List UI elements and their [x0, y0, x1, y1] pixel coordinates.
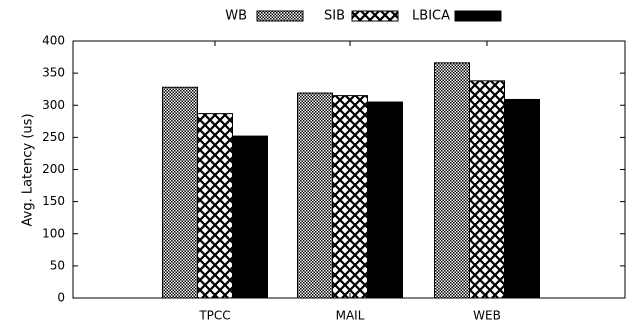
axis-ticks: 0 50 100 150 200 250 300 350 400: [42, 34, 625, 305]
legend-label-lbica: LBICA: [412, 9, 450, 24]
y-tick-label: 0: [57, 291, 65, 305]
bar-wb-tpcc: [162, 86, 198, 299]
legend-label-sib: SIB: [324, 9, 345, 24]
legend-swatch-lbica: [454, 10, 502, 22]
x-tick-label: TPCC: [198, 309, 230, 323]
bar-lbica-web: [504, 98, 540, 299]
y-tick-label: 150: [42, 194, 65, 208]
bars: [162, 62, 540, 299]
y-tick-label: 100: [42, 226, 65, 240]
y-tick-label: 250: [42, 130, 65, 144]
bar-lbica-tpcc: [232, 135, 268, 299]
x-tick-label: WEB: [473, 309, 501, 323]
y-tick-label: 350: [42, 66, 65, 80]
bar-wb-mail: [297, 92, 333, 299]
bar-sib-mail: [332, 95, 368, 299]
bar-wb-web: [434, 62, 470, 299]
legend-swatch-sib: [351, 10, 399, 22]
legend-swatch-wb: [256, 10, 304, 22]
y-tick-label: 50: [50, 258, 65, 272]
bar-sib-web: [469, 80, 505, 299]
y-tick-label: 300: [42, 98, 65, 112]
y-axis: Avg. Latency (us): [21, 113, 36, 226]
bar-sib-tpcc: [197, 113, 233, 299]
x-tick-label: MAIL: [336, 309, 365, 323]
y-tick-label: 400: [42, 34, 65, 48]
plot-frame: [72, 40, 626, 299]
y-axis-title: Avg. Latency (us): [21, 113, 36, 226]
bar-lbica-mail: [367, 101, 403, 299]
legend-label-wb: WB: [225, 9, 247, 24]
x-axis-labels: TPCC MAIL WEB: [198, 41, 501, 323]
legend: WB SIB LBICA: [225, 9, 502, 24]
y-tick-label: 200: [42, 162, 65, 176]
